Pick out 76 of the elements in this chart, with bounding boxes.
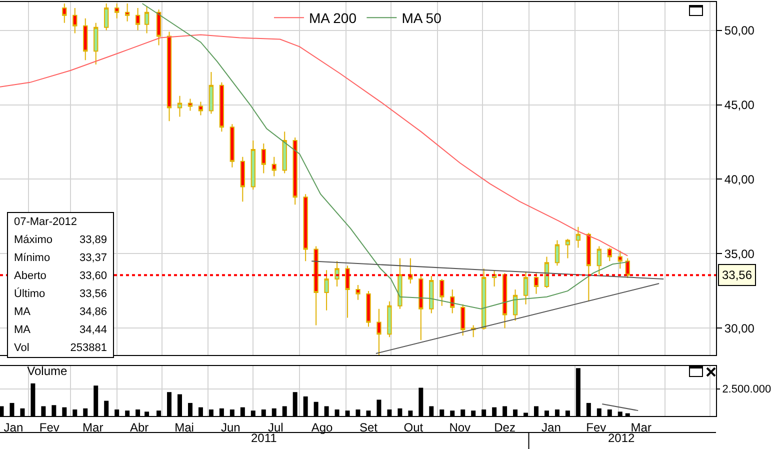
x-tick-label: Out: [404, 420, 424, 434]
ref-line-label: 33,56: [722, 268, 752, 282]
y-tick-label: 2.500.000: [722, 384, 772, 396]
x-tick-label: Jan: [4, 420, 24, 434]
candlestick: [334, 260, 340, 287]
y-tick-label: 35,00: [724, 246, 755, 261]
x-tick-label: Nov: [449, 420, 471, 434]
y-tick-label: 50,00: [724, 24, 755, 38]
text: Vol 253881: [14, 342, 107, 354]
candlestick: [565, 238, 570, 259]
candlestick: [618, 250, 622, 270]
candlestick: [83, 18, 88, 61]
text: Máximo 33,89: [14, 234, 107, 246]
candlestick: [72, 7, 78, 34]
text: Mínimo 33,37: [14, 252, 107, 264]
text: Aberto 33,60: [14, 270, 107, 282]
text: MA 34,44: [14, 324, 107, 336]
y-tick-label: 30,00: [724, 321, 755, 336]
candlestick: [198, 101, 204, 116]
x-tick-label: Fev: [586, 420, 606, 434]
candlestick: [62, 2, 67, 24]
candlestick: [188, 98, 193, 112]
candlestick: [114, 2, 120, 19]
candlestick: [366, 290, 371, 328]
text: Último 33,56: [14, 288, 107, 300]
line-series: [142, 2, 628, 310]
candlestick: [429, 276, 434, 314]
candlestick: [460, 304, 466, 336]
x-tick-label: Abr: [130, 420, 149, 434]
candlestick: [576, 226, 581, 248]
x-tick-label: Jan: [542, 420, 561, 434]
annotation: 07-Mar-2012: [14, 215, 77, 229]
x-tick-label: Mar: [82, 420, 104, 434]
x-tick-label: Dez: [494, 420, 516, 434]
candlestick: [356, 284, 360, 300]
candlestick: [324, 270, 329, 311]
candlestick: [512, 288, 518, 322]
candlestick: [166, 31, 172, 122]
candlestick: [94, 22, 98, 66]
x-tick-label: Set: [359, 420, 378, 434]
candlestick: [282, 131, 287, 174]
candlestick: [208, 72, 214, 114]
candlestick: [398, 258, 402, 310]
candlestick: [240, 156, 245, 202]
candlestick: [104, 2, 109, 31]
candlestick: [554, 240, 560, 266]
candlestick: [544, 256, 550, 288]
chart-title: Volume: [27, 364, 68, 378]
candlestick: [440, 278, 444, 306]
candlestick: [230, 124, 235, 168]
x-tick-label: Ago: [311, 420, 334, 434]
candlestick: [450, 288, 455, 314]
candlestick: [219, 82, 224, 132]
candlestick: [292, 137, 298, 206]
candlestick: [261, 143, 266, 174]
legend-label: MA 50: [402, 10, 442, 26]
candlestick: [250, 140, 256, 190]
y-tick-label: 45,00: [724, 98, 755, 112]
legend-label: MA 200: [309, 10, 357, 26]
candlestick: [177, 95, 182, 118]
candlestick: [607, 247, 612, 262]
candlestick: [156, 8, 162, 46]
candlestick: [523, 271, 528, 305]
candlestick: [481, 268, 486, 330]
x-tick-label: Fev: [39, 420, 60, 434]
candlestick: [596, 246, 602, 276]
candlestick: [272, 156, 276, 177]
y-tick-label: 40,00: [724, 172, 755, 186]
candlestick: [303, 194, 308, 262]
candlestick: [144, 6, 150, 34]
candlestick: [387, 300, 392, 338]
candlestick: [135, 7, 140, 31]
x-tick-label: Mai: [174, 420, 194, 434]
candlestick: [124, 2, 130, 22]
text: MA 34,86: [14, 306, 107, 318]
x-tick-label: Jun: [221, 420, 240, 434]
